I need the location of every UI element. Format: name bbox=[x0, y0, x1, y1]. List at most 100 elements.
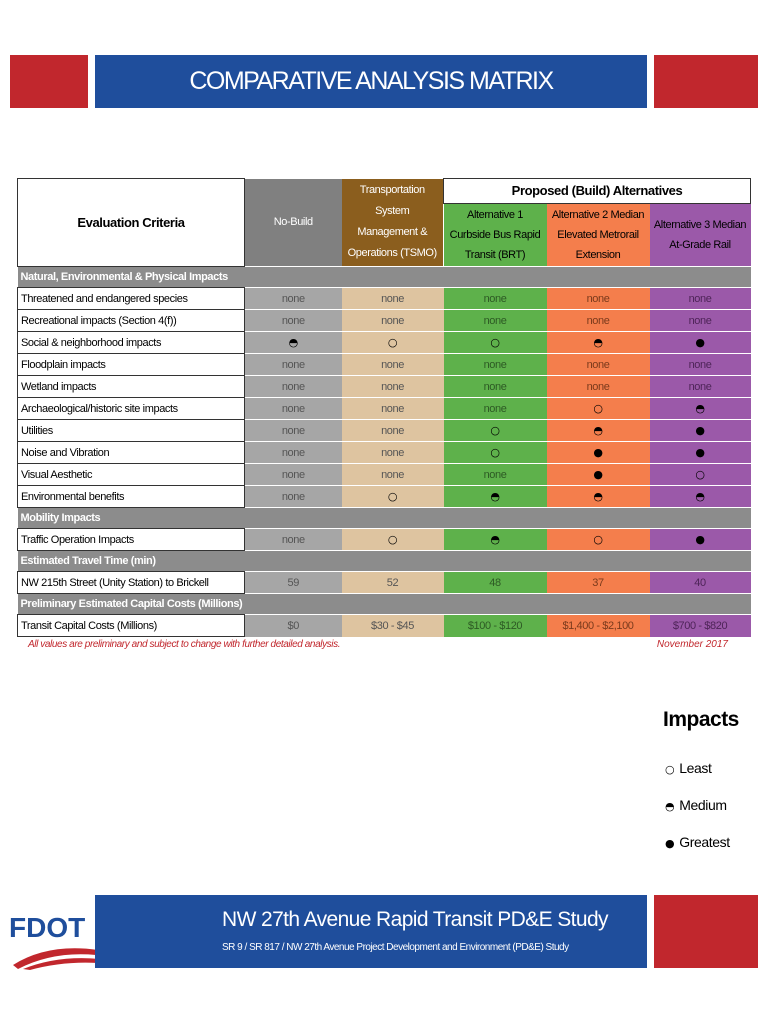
cell: ○ bbox=[546, 397, 650, 420]
cell: none bbox=[443, 463, 547, 486]
column-header: Alternative 1 Curbside Bus Rapid Transit… bbox=[443, 203, 547, 267]
cell: none bbox=[341, 287, 444, 310]
footnote: All values are preliminary and subject t… bbox=[28, 639, 341, 650]
table-body: Natural, Environmental & Physical Impact… bbox=[17, 266, 751, 637]
cell: none bbox=[244, 375, 342, 398]
date: November 2017 bbox=[656, 639, 728, 650]
cell: none bbox=[443, 397, 547, 420]
cell: ◓ bbox=[649, 485, 751, 508]
cell: ● bbox=[546, 463, 650, 486]
row-label: Noise and Vibration bbox=[17, 441, 245, 464]
cell: ● bbox=[649, 419, 751, 442]
legend-item: ● Greatest bbox=[665, 834, 730, 871]
cell: none bbox=[546, 309, 650, 332]
cell: $100 - $120 bbox=[443, 614, 547, 637]
cell: none bbox=[244, 287, 342, 310]
cell: 52 bbox=[341, 571, 444, 594]
table-row: Wetland impacts none none none none none bbox=[17, 375, 751, 398]
cell: ◓ bbox=[443, 528, 547, 551]
cell: none bbox=[443, 353, 547, 376]
section-fill bbox=[244, 593, 751, 615]
section-title: Preliminary Estimated Capital Costs (Mil… bbox=[17, 593, 245, 615]
column-header: Alternative 3 Median At-Grade Rail bbox=[649, 203, 751, 267]
section-row: Natural, Environmental & Physical Impact… bbox=[17, 266, 751, 288]
table-row: NW 215th Street (Unity Station) to Brick… bbox=[17, 571, 751, 594]
footer-title: NW 27th Avenue Rapid Transit PD&E Study bbox=[222, 908, 609, 931]
table-row: Noise and Vibration none none ○ ● ● bbox=[17, 441, 751, 464]
cell: none bbox=[341, 441, 444, 464]
column-header: Alternative 2 Median Elevated Metrorail … bbox=[546, 203, 650, 267]
cell: ○ bbox=[649, 463, 751, 486]
cell: none bbox=[649, 287, 751, 310]
cell: none bbox=[443, 287, 547, 310]
legend-symbol: ○ bbox=[665, 763, 675, 776]
logo-text: FDOT bbox=[9, 912, 85, 943]
cell: 40 bbox=[649, 571, 751, 594]
legend-label: Medium bbox=[679, 797, 727, 813]
cell: none bbox=[546, 287, 650, 310]
cell: none bbox=[341, 309, 444, 332]
cell: 37 bbox=[546, 571, 650, 594]
cell: ◓ bbox=[546, 485, 650, 508]
legend-label: Greatest bbox=[679, 834, 730, 850]
cell: none bbox=[244, 353, 342, 376]
row-label: Recreational impacts (Section 4(f)) bbox=[17, 309, 245, 332]
row-label: Environmental benefits bbox=[17, 485, 245, 508]
cell: ● bbox=[649, 528, 751, 551]
cell: none bbox=[341, 397, 444, 420]
section-row: Preliminary Estimated Capital Costs (Mil… bbox=[17, 593, 751, 615]
footer-block bbox=[654, 895, 758, 968]
logo-graphic: FDOT bbox=[9, 912, 100, 970]
cell: none bbox=[341, 353, 444, 376]
cell: ◓ bbox=[244, 331, 342, 354]
row-label: Utilities bbox=[17, 419, 245, 442]
page-title: COMPARATIVE ANALYSIS MATRIX bbox=[95, 55, 647, 108]
cell: none bbox=[546, 353, 650, 376]
column-group-header: Proposed (Build) Alternatives bbox=[442, 178, 752, 204]
table-row: Environmental benefits none ○ ◓ ◓ ◓ bbox=[17, 485, 751, 508]
cell: none bbox=[244, 309, 342, 332]
column-header: No-Build bbox=[244, 178, 342, 267]
column-header: Evaluation Criteria bbox=[17, 178, 245, 267]
cell: ◓ bbox=[546, 419, 650, 442]
section-fill bbox=[244, 266, 751, 288]
cell: none bbox=[649, 353, 751, 376]
row-label: Archaeological/historic site impacts bbox=[17, 397, 245, 420]
cell: ○ bbox=[443, 331, 547, 354]
cell: none bbox=[443, 309, 547, 332]
footer-subtitle: SR 9 / SR 817 / NW 27th Avenue Project D… bbox=[222, 942, 569, 953]
section-title: Estimated Travel Time (min) bbox=[17, 550, 245, 572]
row-label: Transit Capital Costs (Millions) bbox=[17, 614, 245, 637]
cell: ○ bbox=[443, 419, 547, 442]
table-row: Floodplain impacts none none none none none bbox=[17, 353, 751, 376]
cell: none bbox=[341, 463, 444, 486]
cell: none bbox=[244, 441, 342, 464]
cell: ○ bbox=[341, 331, 444, 354]
logo-swoosh bbox=[23, 958, 100, 970]
cell: 48 bbox=[443, 571, 547, 594]
cell: ◓ bbox=[546, 331, 650, 354]
cell: ○ bbox=[443, 441, 547, 464]
legend-item: ○ Least bbox=[665, 760, 730, 797]
logo-swoosh bbox=[13, 948, 98, 969]
cell: none bbox=[244, 528, 342, 551]
cell: none bbox=[443, 375, 547, 398]
legend-item: ◓ Medium bbox=[665, 797, 730, 834]
cell: none bbox=[649, 309, 751, 332]
row-label: Social & neighborhood impacts bbox=[17, 331, 245, 354]
cell: ◓ bbox=[443, 485, 547, 508]
cell: none bbox=[341, 419, 444, 442]
cell: $0 bbox=[244, 614, 342, 637]
cell: none bbox=[244, 463, 342, 486]
table-row: Transit Capital Costs (Millions) $0 $30 - … bbox=[17, 614, 751, 637]
cell: ◓ bbox=[649, 397, 751, 420]
legend-title: Impacts bbox=[663, 708, 739, 731]
table-row: Traffic Operation Impacts none ○ ◓ ○ ● bbox=[17, 528, 751, 551]
table-row: Utilities none none ○ ◓ ● bbox=[17, 419, 751, 442]
cell: none bbox=[244, 397, 342, 420]
cell: ● bbox=[546, 441, 650, 464]
table-row: Visual Aesthetic none none none ● ○ bbox=[17, 463, 751, 486]
cell: ○ bbox=[341, 485, 444, 508]
cell: none bbox=[341, 375, 444, 398]
